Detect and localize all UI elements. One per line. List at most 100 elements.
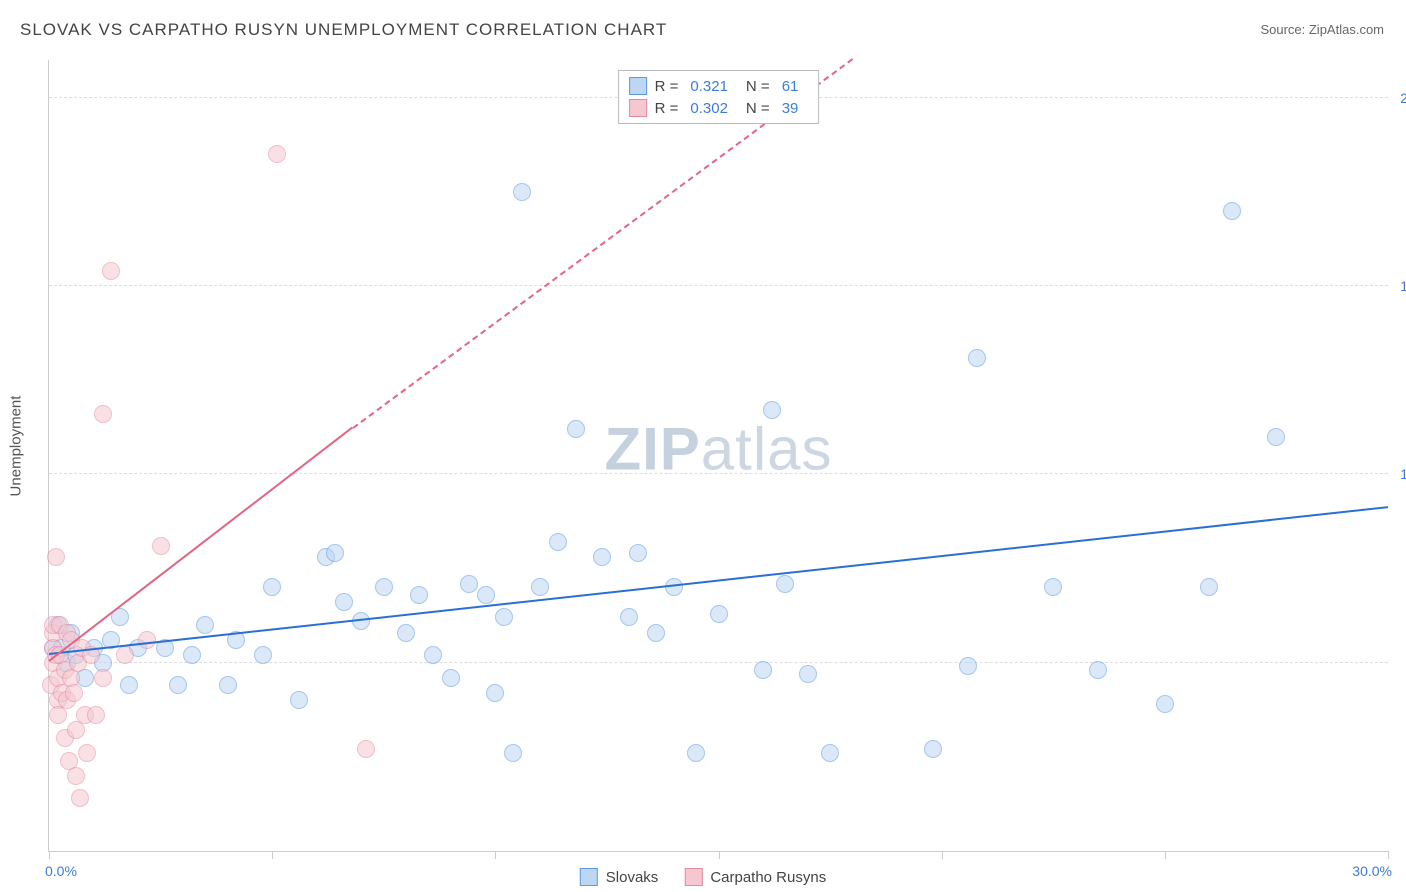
y-tick-label: 20.0% bbox=[1392, 90, 1406, 106]
y-tick-label: 5.0% bbox=[1392, 655, 1406, 671]
scatter-point bbox=[763, 401, 781, 419]
stats-row-slovaks: R = 0.321 N = 61 bbox=[629, 75, 809, 97]
scatter-point bbox=[504, 744, 522, 762]
scatter-point bbox=[375, 578, 393, 596]
gridline bbox=[49, 285, 1388, 286]
legend-item-slovaks: Slovaks bbox=[580, 868, 659, 886]
trend-line bbox=[49, 506, 1388, 655]
gridline bbox=[49, 473, 1388, 474]
legend-item-rusyns: Carpatho Rusyns bbox=[684, 868, 826, 886]
x-tick bbox=[1388, 851, 1389, 859]
scatter-point bbox=[486, 684, 504, 702]
scatter-point bbox=[620, 608, 638, 626]
scatter-point bbox=[424, 646, 442, 664]
scatter-point bbox=[460, 575, 478, 593]
scatter-point bbox=[549, 533, 567, 551]
scatter-point bbox=[47, 548, 65, 566]
scatter-point bbox=[116, 646, 134, 664]
scatter-point bbox=[183, 646, 201, 664]
stats-N-value-2: 39 bbox=[782, 100, 799, 117]
x-tick-label: 30.0% bbox=[1352, 863, 1392, 879]
scatter-point bbox=[169, 676, 187, 694]
x-tick bbox=[495, 851, 496, 859]
scatter-point bbox=[799, 665, 817, 683]
x-tick bbox=[942, 851, 943, 859]
scatter-point bbox=[1267, 428, 1285, 446]
y-tick-label: 15.0% bbox=[1392, 278, 1406, 294]
scatter-point bbox=[1044, 578, 1062, 596]
x-tick bbox=[719, 851, 720, 859]
x-tick bbox=[1165, 851, 1166, 859]
scatter-point bbox=[593, 548, 611, 566]
stats-N-label-2: N = bbox=[746, 100, 770, 117]
y-axis-label: Unemployment bbox=[8, 396, 25, 497]
chart-plot-area: ZIPatlas R = 0.321 N = 61 R = 0.302 N = … bbox=[48, 60, 1388, 852]
scatter-point bbox=[513, 183, 531, 201]
scatter-point bbox=[138, 631, 156, 649]
scatter-point bbox=[335, 593, 353, 611]
scatter-point bbox=[67, 767, 85, 785]
gridline bbox=[49, 662, 1388, 663]
scatter-point bbox=[94, 669, 112, 687]
scatter-point bbox=[87, 706, 105, 724]
scatter-point bbox=[410, 586, 428, 604]
scatter-point bbox=[94, 405, 112, 423]
watermark-zip: ZIP bbox=[604, 415, 700, 482]
y-tick-label: 10.0% bbox=[1392, 466, 1406, 482]
scatter-point bbox=[219, 676, 237, 694]
legend-label-slovaks: Slovaks bbox=[606, 869, 659, 886]
scatter-point bbox=[357, 740, 375, 758]
scatter-point bbox=[102, 262, 120, 280]
stats-N-value-1: 61 bbox=[782, 78, 799, 95]
legend-label-rusyns: Carpatho Rusyns bbox=[710, 869, 826, 886]
source-attribution: Source: ZipAtlas.com bbox=[1260, 22, 1384, 37]
scatter-point bbox=[290, 691, 308, 709]
x-tick bbox=[49, 851, 50, 859]
scatter-point bbox=[196, 616, 214, 634]
scatter-point bbox=[268, 145, 286, 163]
scatter-point bbox=[968, 349, 986, 367]
watermark-atlas: atlas bbox=[701, 415, 833, 482]
scatter-point bbox=[1156, 695, 1174, 713]
x-tick-label: 0.0% bbox=[45, 863, 77, 879]
scatter-point bbox=[65, 684, 83, 702]
scatter-point bbox=[397, 624, 415, 642]
scatter-point bbox=[120, 676, 138, 694]
scatter-point bbox=[1200, 578, 1218, 596]
stats-R-value-2: 0.302 bbox=[690, 100, 728, 117]
scatter-point bbox=[776, 575, 794, 593]
x-tick bbox=[272, 851, 273, 859]
scatter-point bbox=[495, 608, 513, 626]
scatter-point bbox=[567, 420, 585, 438]
scatter-point bbox=[754, 661, 772, 679]
swatch-slovaks bbox=[629, 77, 647, 95]
scatter-point bbox=[442, 669, 460, 687]
swatch-rusyns bbox=[629, 99, 647, 117]
scatter-point bbox=[1223, 202, 1241, 220]
legend: Slovaks Carpatho Rusyns bbox=[580, 868, 826, 886]
scatter-point bbox=[152, 537, 170, 555]
chart-title: SLOVAK VS CARPATHO RUSYN UNEMPLOYMENT CO… bbox=[20, 20, 667, 40]
scatter-point bbox=[477, 586, 495, 604]
legend-swatch-slovaks bbox=[580, 868, 598, 886]
stats-R-value-1: 0.321 bbox=[690, 78, 728, 95]
scatter-point bbox=[531, 578, 549, 596]
scatter-point bbox=[1089, 661, 1107, 679]
stats-row-rusyns: R = 0.302 N = 39 bbox=[629, 97, 809, 119]
correlation-stats-box: R = 0.321 N = 61 R = 0.302 N = 39 bbox=[618, 70, 820, 124]
stats-R-label-1: R = bbox=[655, 78, 679, 95]
scatter-point bbox=[687, 744, 705, 762]
scatter-point bbox=[924, 740, 942, 758]
stats-N-label-1: N = bbox=[746, 78, 770, 95]
stats-R-label-2: R = bbox=[655, 100, 679, 117]
scatter-point bbox=[821, 744, 839, 762]
scatter-point bbox=[71, 789, 89, 807]
scatter-point bbox=[254, 646, 272, 664]
scatter-point bbox=[326, 544, 344, 562]
legend-swatch-rusyns bbox=[684, 868, 702, 886]
scatter-point bbox=[959, 657, 977, 675]
scatter-point bbox=[710, 605, 728, 623]
scatter-point bbox=[78, 744, 96, 762]
scatter-point bbox=[629, 544, 647, 562]
scatter-point bbox=[647, 624, 665, 642]
